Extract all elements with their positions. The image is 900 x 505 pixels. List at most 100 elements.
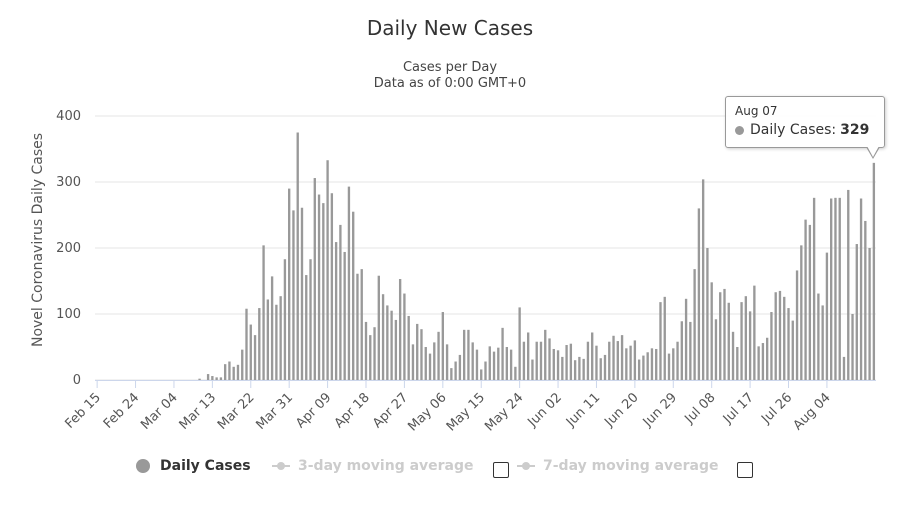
bar[interactable] — [731, 331, 735, 380]
bar[interactable] — [744, 296, 748, 380]
bar[interactable] — [676, 341, 679, 380]
bar[interactable] — [245, 308, 248, 380]
bar[interactable] — [206, 374, 210, 380]
bar[interactable] — [727, 302, 730, 380]
bar[interactable] — [403, 293, 406, 380]
bar[interactable] — [710, 282, 713, 380]
bar[interactable] — [595, 345, 598, 380]
bar[interactable] — [864, 220, 867, 380]
bar[interactable] — [258, 308, 261, 380]
bar[interactable] — [544, 329, 547, 380]
bar[interactable] — [300, 207, 304, 380]
bar[interactable] — [783, 296, 786, 380]
bar[interactable] — [868, 248, 871, 380]
bar[interactable] — [701, 179, 705, 380]
bar[interactable] — [369, 335, 372, 380]
bar[interactable] — [522, 341, 526, 380]
bar[interactable] — [279, 296, 282, 380]
bar[interactable] — [305, 275, 308, 380]
bar[interactable] — [872, 162, 876, 380]
bar[interactable] — [441, 312, 444, 380]
bar[interactable] — [573, 360, 577, 380]
bar[interactable] — [509, 349, 513, 380]
bar[interactable] — [381, 294, 385, 380]
bar[interactable] — [488, 346, 491, 380]
bar[interactable] — [228, 361, 231, 380]
bar[interactable] — [808, 224, 812, 380]
bar[interactable] — [625, 348, 628, 380]
bar[interactable] — [424, 347, 427, 380]
bar[interactable] — [591, 332, 594, 380]
bar[interactable] — [608, 341, 611, 380]
bar[interactable] — [211, 376, 214, 380]
bar[interactable] — [825, 252, 829, 380]
bar[interactable] — [569, 343, 573, 380]
bar[interactable] — [586, 341, 590, 380]
bar[interactable] — [309, 259, 312, 380]
bar[interactable] — [693, 269, 696, 380]
bar[interactable] — [450, 368, 453, 380]
bar[interactable] — [322, 203, 325, 380]
bar[interactable] — [223, 364, 227, 380]
bar[interactable] — [232, 366, 235, 380]
bar[interactable] — [262, 245, 265, 380]
legend-item-daily-cases[interactable]: Daily Cases — [136, 458, 251, 474]
bar[interactable] — [407, 315, 410, 380]
bar[interactable] — [642, 355, 645, 380]
bar[interactable] — [714, 319, 718, 380]
bar[interactable] — [347, 186, 351, 380]
bar[interactable] — [377, 275, 380, 380]
bar[interactable] — [334, 242, 338, 380]
bar[interactable] — [821, 305, 824, 380]
bar[interactable] — [420, 329, 423, 380]
bar[interactable] — [416, 323, 419, 380]
bar[interactable] — [198, 378, 201, 380]
bar[interactable] — [527, 332, 530, 380]
bar[interactable] — [454, 361, 457, 380]
bar[interactable] — [249, 324, 252, 380]
bar[interactable] — [859, 198, 863, 381]
bar[interactable] — [535, 341, 538, 380]
bar[interactable] — [219, 377, 223, 380]
bar[interactable] — [253, 335, 257, 380]
bar[interactable] — [215, 377, 218, 380]
bar[interactable] — [753, 285, 756, 380]
bar[interactable] — [757, 346, 760, 380]
checkbox-7-day-average[interactable] — [737, 462, 753, 478]
bar[interactable] — [313, 178, 316, 380]
bar[interactable] — [548, 338, 551, 380]
bar[interactable] — [629, 345, 632, 380]
bar[interactable] — [582, 358, 585, 380]
bar[interactable] — [330, 193, 334, 380]
bar[interactable] — [236, 364, 240, 380]
bar[interactable] — [471, 342, 474, 380]
bar[interactable] — [505, 347, 509, 380]
bar[interactable] — [697, 208, 701, 380]
bar[interactable] — [578, 356, 581, 380]
bar[interactable] — [373, 327, 376, 380]
bar[interactable] — [804, 219, 807, 380]
bar[interactable] — [433, 342, 436, 380]
bar[interactable] — [646, 352, 649, 380]
bar[interactable] — [684, 298, 688, 380]
bar[interactable] — [343, 251, 346, 380]
bar[interactable] — [612, 335, 615, 380]
bar[interactable] — [565, 345, 568, 380]
bar[interactable] — [659, 302, 662, 380]
bar[interactable] — [719, 292, 722, 380]
bar-series[interactable] — [198, 132, 876, 381]
legend-item-3-day-average[interactable]: 3-day moving average — [272, 458, 474, 474]
bar[interactable] — [795, 270, 799, 380]
bar[interactable] — [518, 307, 521, 380]
bar[interactable] — [748, 311, 752, 380]
bar[interactable] — [603, 354, 607, 380]
bar[interactable] — [599, 358, 602, 380]
bar[interactable] — [288, 188, 291, 380]
checkbox-3-day-average[interactable] — [493, 462, 509, 478]
bar[interactable] — [842, 356, 846, 380]
bar[interactable] — [480, 369, 483, 380]
bar[interactable] — [398, 279, 402, 380]
bar[interactable] — [770, 312, 773, 380]
bar[interactable] — [706, 248, 709, 380]
bar[interactable] — [428, 353, 432, 380]
